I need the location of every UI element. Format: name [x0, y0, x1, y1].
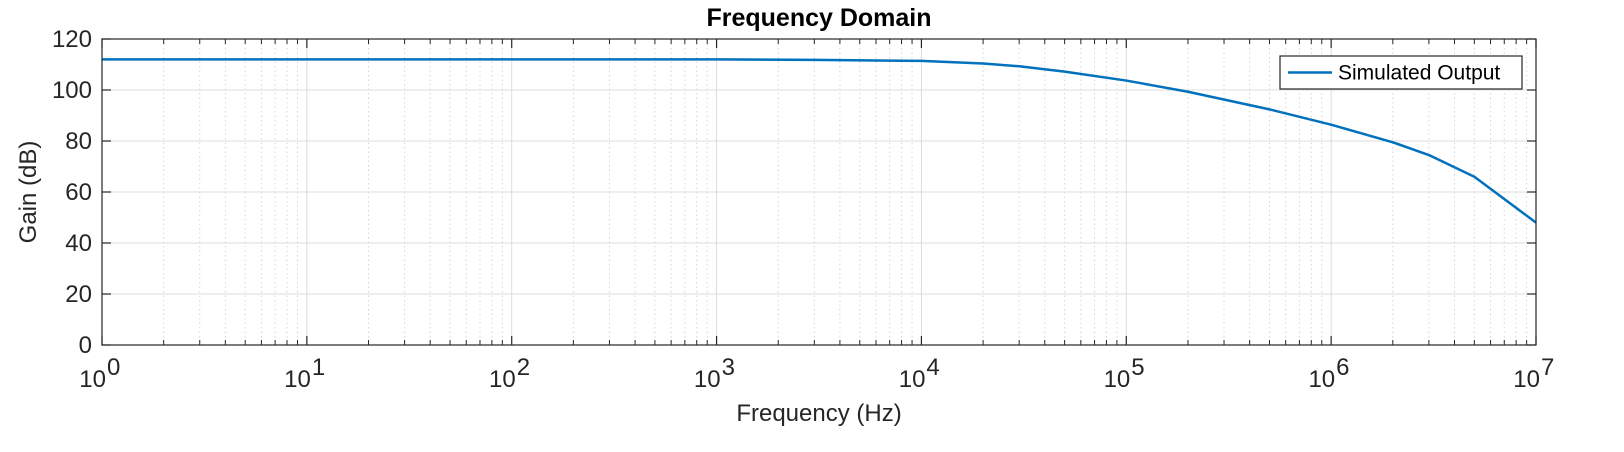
axis-ticks: [101, 38, 1537, 346]
series-layer: [102, 58, 1537, 224]
x-tick-label: 10 0: [79, 354, 120, 393]
x-tick-exponent: 7: [1541, 354, 1554, 381]
y-tick-label: 40: [65, 230, 92, 257]
y-tick-label: 100: [52, 77, 92, 104]
x-tick-label: 10 3: [694, 354, 735, 393]
x-tick-base: 10: [899, 366, 926, 393]
legend-label: Simulated Output: [1338, 62, 1500, 85]
x-tick-base: 10: [694, 366, 721, 393]
x-tick-labels: 10 0 10 1 10 2 10 3 10 4 10 5 10 6 10 7: [79, 354, 1554, 393]
x-tick-label: 10 7: [1513, 354, 1554, 393]
x-tick-label: 10 5: [1104, 354, 1145, 393]
legend: Simulated Output: [1279, 55, 1523, 90]
x-tick-exponent: 2: [517, 354, 530, 381]
x-axis-title: Frequency (Hz): [736, 400, 901, 427]
x-tick-base: 10: [79, 366, 106, 393]
x-tick-label: 10 4: [899, 354, 940, 393]
y-tick-label: 80: [65, 128, 92, 155]
x-tick-exponent: 6: [1336, 354, 1349, 381]
y-tick-label: 60: [65, 179, 92, 206]
y-tick-label: 20: [65, 281, 92, 308]
y-tick-labels: 0 20 40 60 80 100 120: [52, 26, 92, 359]
x-tick-label: 10 1: [284, 354, 325, 393]
x-tick-base: 10: [1308, 366, 1335, 393]
x-tick-exponent: 1: [312, 354, 325, 381]
x-tick-label: 10 2: [489, 354, 530, 393]
x-tick-exponent: 5: [1131, 354, 1144, 381]
series-line: [102, 58, 1537, 224]
major-grid: [102, 39, 1536, 345]
x-tick-base: 10: [1104, 366, 1131, 393]
axes-frame: [101, 38, 1537, 346]
y-tick-label: 0: [79, 332, 92, 359]
x-tick-exponent: 4: [926, 354, 939, 381]
y-tick-label: 120: [52, 26, 92, 53]
x-tick-exponent: 0: [107, 354, 120, 381]
x-tick-exponent: 3: [722, 354, 735, 381]
x-tick-base: 10: [284, 366, 311, 393]
y-axis-title: Gain (dB): [15, 141, 42, 244]
x-tick-label: 10 6: [1308, 354, 1349, 393]
x-tick-base: 10: [489, 366, 516, 393]
x-tick-base: 10: [1513, 366, 1540, 393]
chart-title: Frequency Domain: [706, 4, 931, 32]
